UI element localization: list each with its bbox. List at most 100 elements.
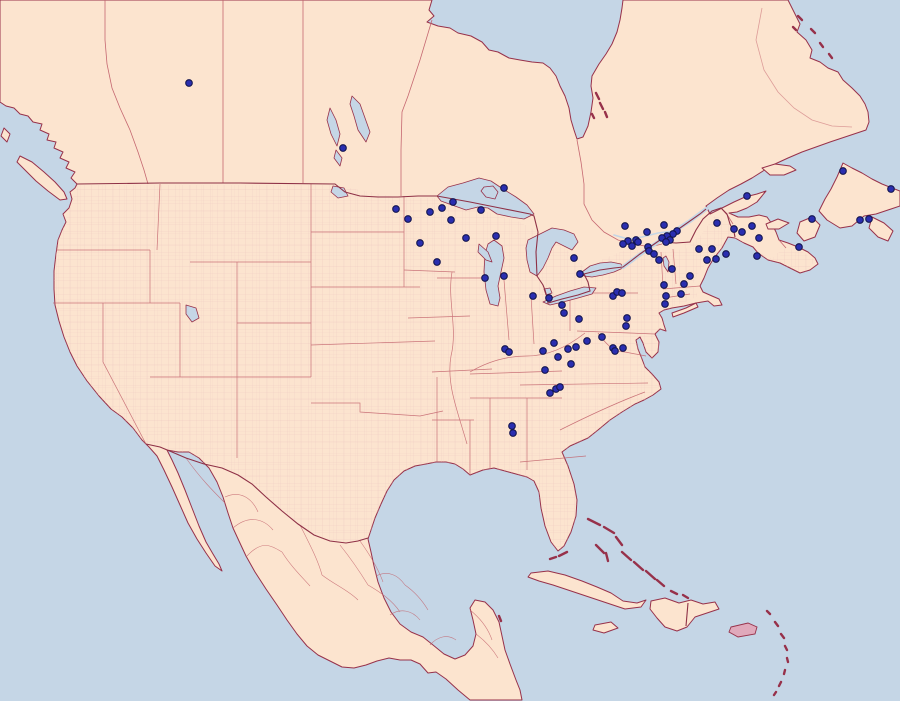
lakes-layer — [185, 95, 708, 323]
haida-gwaii-island — [0, 127, 11, 143]
occurrence-point — [730, 225, 738, 233]
lake-winnipegosis — [326, 107, 341, 147]
occurrence-point — [808, 215, 816, 223]
occurrence-point — [481, 274, 489, 282]
hispaniola-island — [649, 597, 720, 632]
great-salt-lake — [185, 304, 200, 323]
occurrence-point — [618, 289, 626, 297]
occurrence-point — [680, 280, 688, 288]
occurrence-point — [643, 228, 651, 236]
occurrence-point — [449, 198, 457, 206]
vancouver-island — [16, 155, 68, 201]
occurrence-point — [567, 360, 575, 368]
occurrence-point — [500, 184, 508, 192]
occurrence-point — [426, 208, 434, 216]
occurrence-point — [668, 265, 676, 273]
occurrence-point — [529, 292, 537, 300]
occurrence-point — [661, 300, 669, 308]
international-borders — [76, 182, 736, 627]
occurrence-point — [662, 292, 670, 300]
occurrence-point — [570, 254, 578, 262]
florida-keys — [548, 550, 569, 561]
avalon-peninsula — [868, 216, 894, 242]
occurrence-point — [339, 144, 347, 152]
lesser-antilles-islands — [765, 609, 790, 697]
county-texture-layer — [54, 185, 815, 552]
occurrence-point — [546, 389, 554, 397]
occurrence-point — [545, 294, 553, 302]
anticosti-island — [761, 163, 797, 176]
occurrence-point — [462, 234, 470, 242]
occurrence-point — [722, 250, 730, 258]
occurrence-point — [677, 290, 685, 298]
occurrence-point — [404, 215, 412, 223]
puerto-rico-highlight — [728, 622, 758, 638]
us-state-borders — [53, 183, 701, 474]
ottawa-river — [613, 230, 675, 240]
occurrence-point — [655, 256, 663, 264]
labrador-coastal-islands — [791, 14, 834, 60]
occurrence-point — [433, 258, 441, 266]
occurrence-point — [554, 353, 562, 361]
occurrence-point — [477, 206, 485, 214]
occurrence-point — [738, 228, 746, 236]
occurrence-points-layer — [185, 79, 895, 437]
prince-edward-island — [765, 218, 790, 230]
occurrence-point — [575, 315, 583, 323]
small-islands-layer — [497, 14, 834, 697]
occurrence-point — [623, 314, 631, 322]
lake-nipigon — [480, 185, 499, 200]
occurrence-point — [564, 345, 572, 353]
occurrence-point — [743, 192, 751, 200]
occurrence-point — [492, 232, 500, 240]
occurrence-point — [611, 347, 619, 355]
occurrence-point — [887, 185, 895, 193]
jamaica-island — [592, 621, 619, 634]
occurrence-point — [539, 347, 547, 355]
occurrence-point — [622, 322, 630, 330]
occurrence-point — [839, 167, 847, 175]
occurrence-point — [748, 222, 756, 230]
occurrence-point — [708, 245, 716, 253]
lake-winnipeg — [349, 95, 371, 143]
cozumel-island — [497, 614, 503, 623]
labrador-border — [755, 7, 853, 128]
occurrence-point — [392, 205, 400, 213]
occurrence-point — [576, 270, 584, 278]
lake-of-the-woods — [330, 185, 349, 199]
occurrence-point — [583, 337, 591, 345]
mexico-state-borders — [185, 457, 499, 659]
turks-caicos-islands — [669, 589, 690, 600]
occurrence-point — [795, 243, 803, 251]
occurrence-point — [619, 240, 627, 248]
occurrence-point — [541, 366, 549, 374]
occurrence-point — [598, 333, 606, 341]
occurrence-point — [660, 221, 668, 229]
occurrence-point — [505, 348, 513, 356]
occurrence-point — [185, 79, 193, 87]
occurrence-point — [865, 215, 873, 223]
lake-manitoba — [333, 149, 343, 167]
occurrence-point — [660, 281, 668, 289]
belcher-islands — [590, 91, 609, 120]
occurrence-point — [560, 309, 568, 317]
bahamas-islands — [586, 517, 666, 588]
occurrence-point — [558, 301, 566, 309]
newfoundland-island — [818, 162, 900, 229]
occurrence-point — [500, 272, 508, 280]
occurrence-point — [634, 238, 642, 246]
occurrence-point — [447, 216, 455, 224]
lake-huron — [525, 227, 579, 277]
occurrence-point — [695, 245, 703, 253]
occurrence-point — [621, 222, 629, 230]
occurrence-point — [438, 204, 446, 212]
province-borders — [104, 0, 787, 249]
occurrence-point — [662, 238, 670, 246]
green-bay — [477, 243, 493, 263]
occurrence-point — [650, 250, 658, 258]
haiti-dr-border — [685, 602, 689, 627]
occurrence-point — [686, 272, 694, 280]
occurrence-point — [703, 256, 711, 264]
